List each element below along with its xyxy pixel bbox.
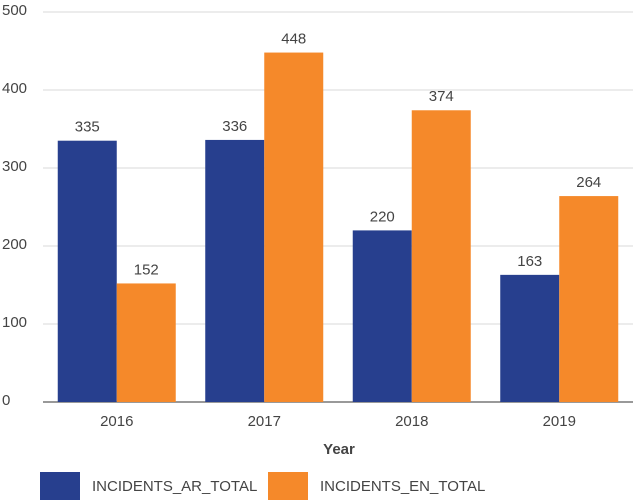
legend-label: INCIDENTS_AR_TOTAL xyxy=(92,478,257,495)
x-axis-label: Year xyxy=(323,441,355,458)
y-tick-label: 0 xyxy=(2,392,10,409)
bar xyxy=(500,274,560,402)
value-label: 448 xyxy=(281,31,306,48)
bar xyxy=(116,283,176,402)
value-label: 374 xyxy=(429,88,454,105)
x-tick-label: 2018 xyxy=(395,413,428,430)
value-label: 220 xyxy=(370,208,395,225)
y-tick-label: 400 xyxy=(2,80,27,97)
y-tick-label: 300 xyxy=(2,158,27,175)
bar xyxy=(205,139,265,403)
bar xyxy=(264,52,324,403)
value-label: 152 xyxy=(134,261,159,278)
value-label: 264 xyxy=(576,174,601,191)
legend-swatch xyxy=(268,472,308,500)
bar xyxy=(559,196,619,402)
y-tick-label: 100 xyxy=(2,314,27,331)
x-tick-label: 2019 xyxy=(543,413,576,430)
x-tick-label: 2016 xyxy=(100,413,133,430)
y-tick-label: 200 xyxy=(2,236,27,253)
legend-label: INCIDENTS_EN_TOTAL xyxy=(320,478,485,495)
value-label: 336 xyxy=(222,118,247,135)
value-label: 163 xyxy=(517,253,542,270)
x-tick-label: 2017 xyxy=(248,413,281,430)
value-label: 335 xyxy=(75,119,100,136)
bar xyxy=(352,230,412,402)
bar xyxy=(57,140,117,402)
y-tick-label: 500 xyxy=(2,2,27,19)
legend-swatch xyxy=(40,472,80,500)
bar xyxy=(411,110,471,402)
